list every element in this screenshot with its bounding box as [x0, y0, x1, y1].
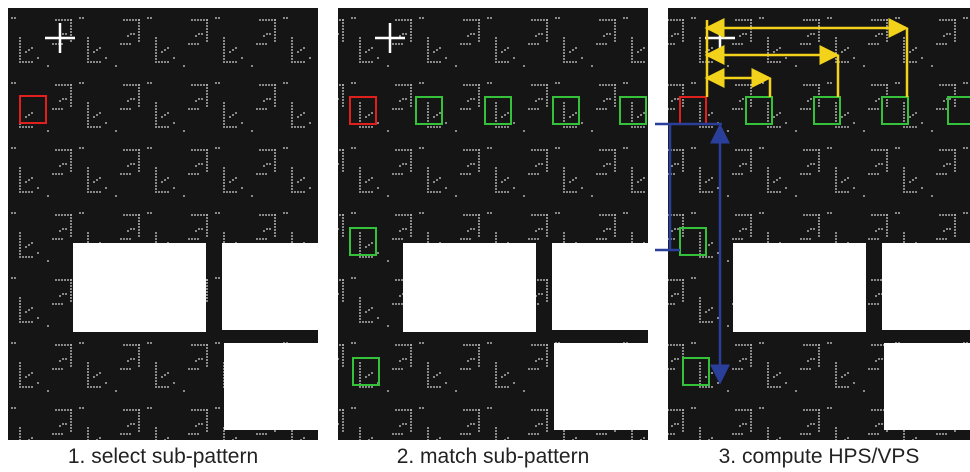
- blank-region: [552, 243, 648, 330]
- blank-region: [224, 343, 318, 430]
- blank-region: [403, 243, 536, 332]
- caption: 3. compute HPS/VPS: [719, 445, 920, 468]
- blank-region: [554, 343, 648, 430]
- blank-region: [884, 343, 970, 430]
- caption: 1. select sub-pattern: [68, 445, 258, 468]
- blank-region: [882, 243, 970, 330]
- caption: 2. match sub-pattern: [397, 445, 590, 468]
- blank-region: [222, 243, 318, 330]
- panel: [8, 8, 318, 440]
- figure: 1. select sub-pattern 2. match sub-patte…: [0, 0, 970, 472]
- panel: [338, 8, 648, 440]
- panel: [668, 8, 970, 440]
- blank-region: [733, 243, 866, 332]
- blank-region: [73, 243, 206, 332]
